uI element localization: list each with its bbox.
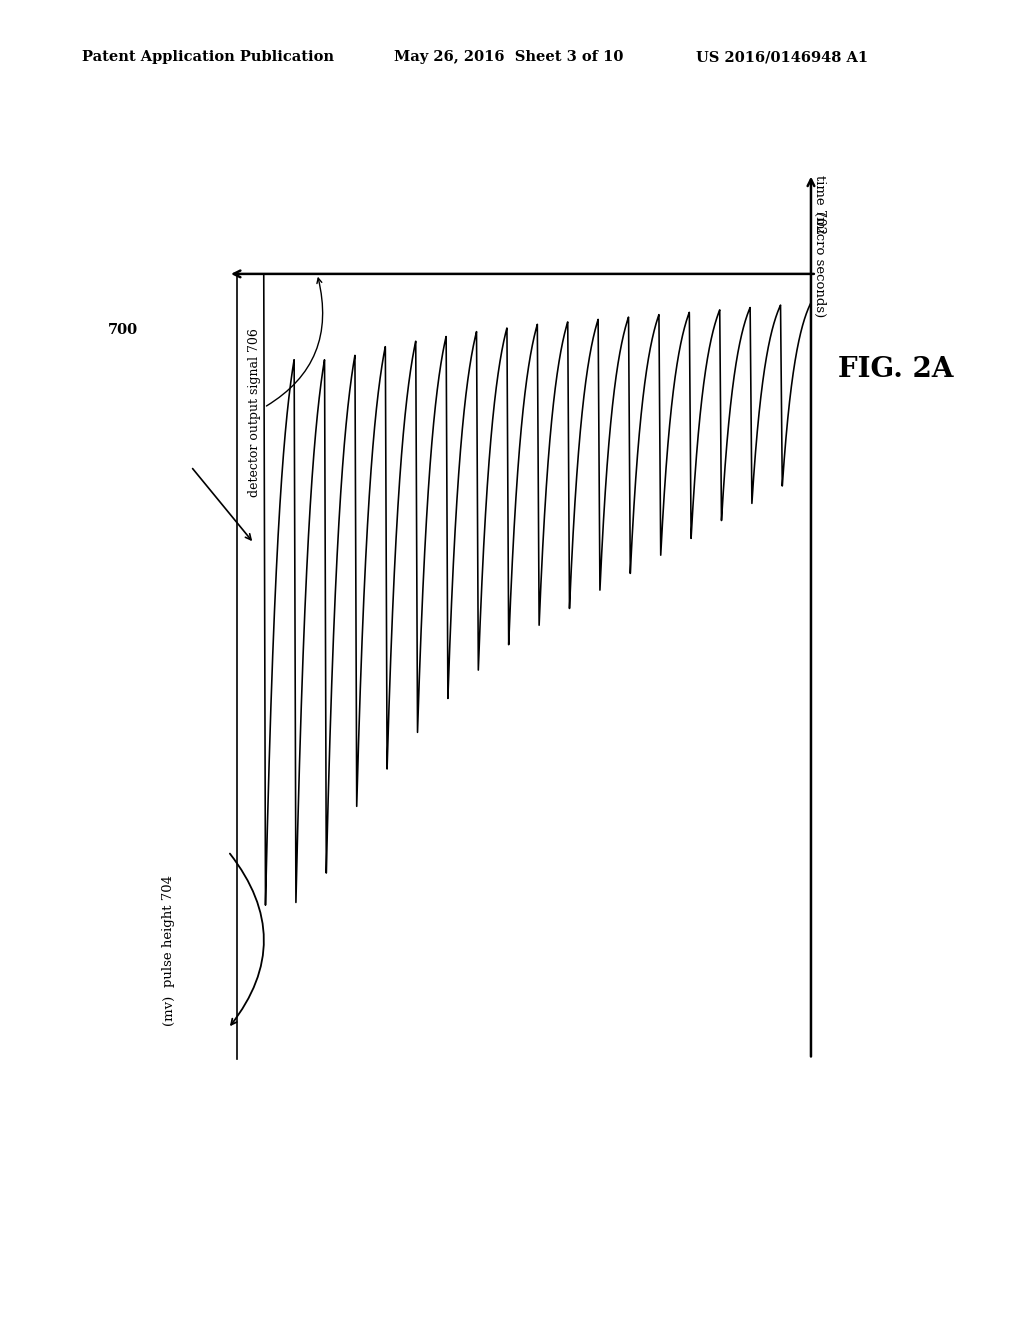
Text: pulse height 704: pulse height 704 <box>163 875 175 986</box>
Text: FIG. 2A: FIG. 2A <box>839 356 953 383</box>
Text: time 702: time 702 <box>813 176 825 234</box>
Text: 700: 700 <box>108 323 138 337</box>
Text: US 2016/0146948 A1: US 2016/0146948 A1 <box>696 50 868 65</box>
Text: (mv): (mv) <box>163 995 175 1024</box>
Text: (micro seconds): (micro seconds) <box>813 211 825 317</box>
Text: May 26, 2016  Sheet 3 of 10: May 26, 2016 Sheet 3 of 10 <box>394 50 624 65</box>
Text: detector output signal 706: detector output signal 706 <box>248 279 323 496</box>
Text: Patent Application Publication: Patent Application Publication <box>82 50 334 65</box>
